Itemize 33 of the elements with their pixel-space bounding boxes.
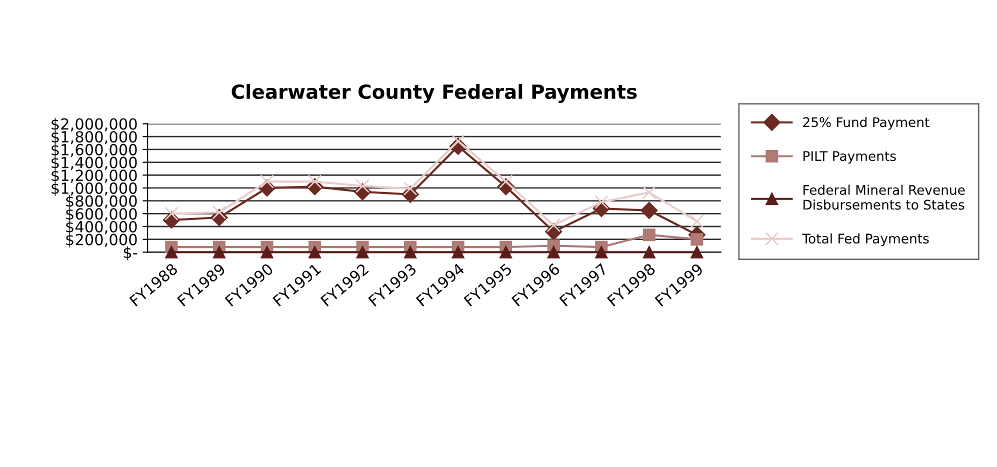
y-tick-label: $1,000,000: [52, 182, 137, 196]
point: [547, 246, 560, 258]
chart-title: Clearwater County Federal Payments: [232, 84, 637, 103]
legend-label: PILT Payments: [804, 151, 896, 164]
point: [642, 246, 656, 258]
point: [690, 246, 704, 258]
point: [452, 246, 464, 258]
point: [595, 246, 608, 258]
point: [690, 233, 704, 246]
y-tick-label: $2,000,000: [52, 118, 137, 132]
y-tick-label: $400,000: [66, 220, 137, 235]
y-tick-label: $600,000: [66, 208, 137, 222]
y-tick-label: $1,800,000: [52, 130, 137, 145]
y-tick-label: $1,400,000: [52, 156, 137, 170]
y-tick-label: $800,000: [66, 195, 137, 209]
y-tick-label: $1,200,000: [52, 169, 137, 184]
legend-label: Total Fed Payments: [802, 233, 929, 246]
point: [640, 202, 658, 219]
point: [404, 246, 417, 258]
point: [690, 214, 704, 228]
point: [260, 246, 274, 258]
y-tick-label: $-: [124, 246, 138, 260]
point: [212, 246, 226, 258]
legend-label: Federal Mineral Revenue Disbursements to States: [804, 184, 965, 210]
point: [165, 246, 178, 258]
point: [308, 246, 322, 258]
y-tick-label: $1,600,000: [52, 144, 137, 158]
point: [356, 246, 369, 258]
legend-label: 25% Fund Payment: [803, 116, 930, 130]
point: [642, 186, 656, 200]
point: [642, 228, 656, 242]
point: [500, 246, 512, 258]
y-tick-label: $200,000: [66, 234, 137, 248]
